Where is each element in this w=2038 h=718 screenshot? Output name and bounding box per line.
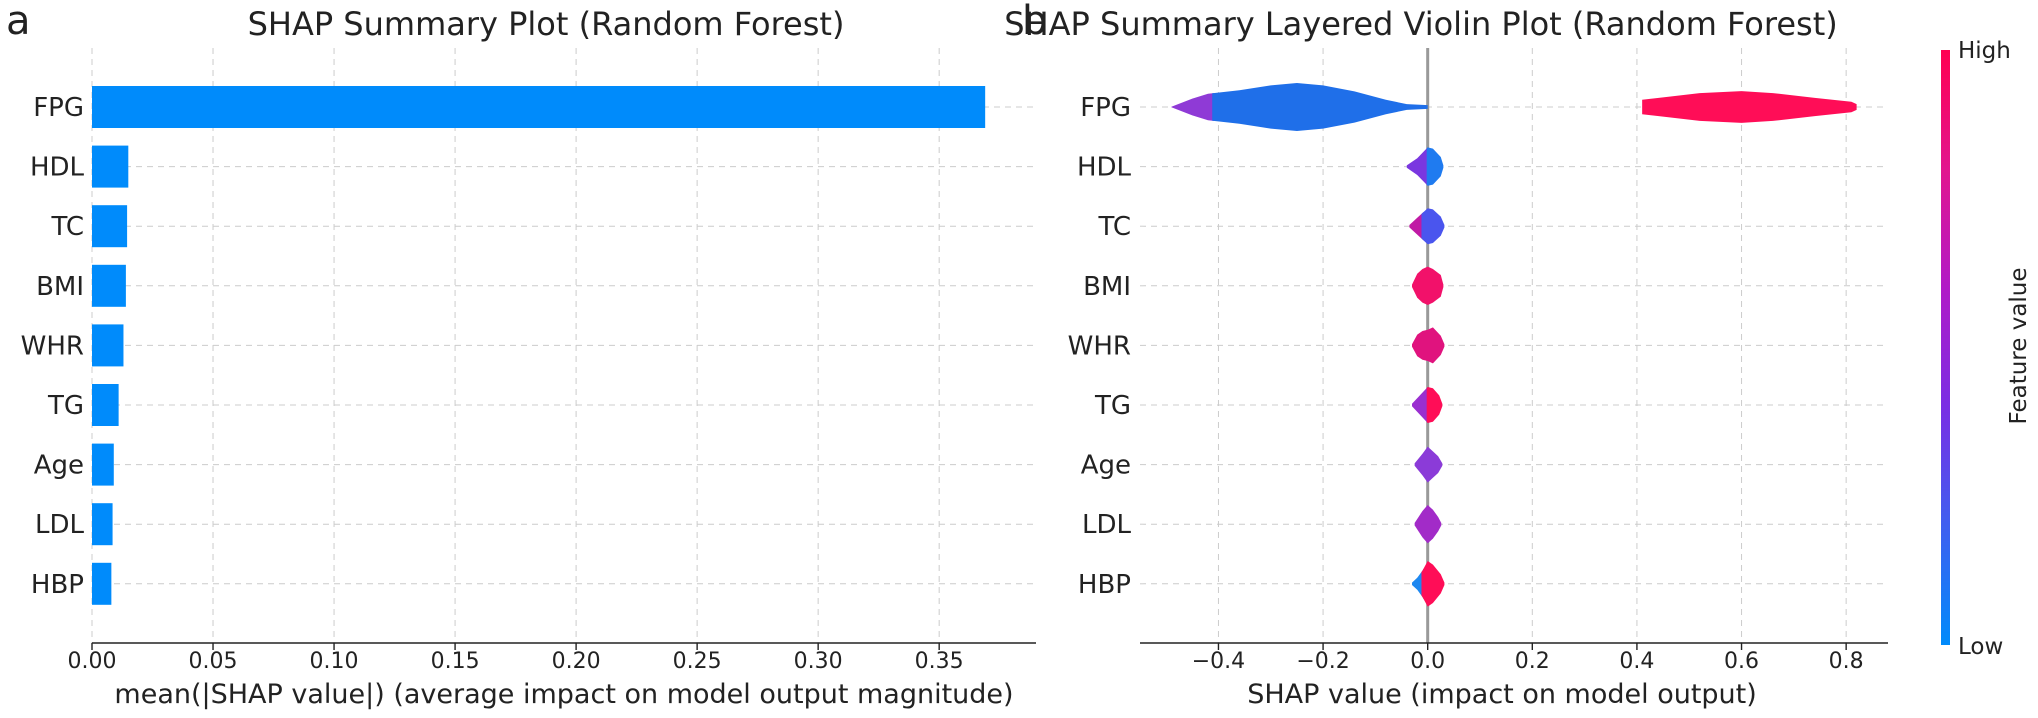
x-tick-label: 0.8 [1829,649,1864,674]
bar-fpg [92,86,986,128]
bar-tc [92,205,128,248]
panel-a-feature-labels: FPG HDL TC BMI WHR TG Age LDL HBP [21,93,85,600]
panel-a-grid [91,48,1036,643]
x-tick-label: 0.05 [189,649,238,674]
feature-label: HBP [1078,570,1131,600]
panel-a: a SHAP Summary Plot (Random Forest) FPG H… [6,0,1036,710]
panel-b-title: SHAP Summary Layered Violin Plot (Random… [1004,5,1837,43]
violin-segment [1409,208,1424,245]
feature-label: Age [1081,451,1131,481]
violin-bmi [1412,266,1444,305]
panel-a-letter: a [6,0,31,44]
x-tick-label: 0.20 [552,649,601,674]
feature-label: BMI [1083,272,1131,302]
feature-label: TG [47,391,84,421]
feature-label: WHR [1068,331,1131,361]
panel-b-letter: b [1022,0,1047,44]
panel-b-x-axis-label: SHAP value (impact on model output) [1247,679,1757,710]
bar-hbp [92,562,112,605]
panel-a-title: SHAP Summary Plot (Random Forest) [248,5,845,43]
x-tick-label: 0.35 [915,649,964,674]
violin-segment [1642,91,1857,123]
violin-segment [1406,147,1429,186]
feature-label: HBP [31,570,84,600]
panel-b-grid [1140,48,1888,643]
violin-segment [1421,561,1445,607]
feature-label: Age [34,451,84,481]
violin-fpg [1171,83,1428,131]
colorbar-high-label: High [1958,38,2011,64]
feature-label: FPG [1080,93,1131,123]
panel-b-feature-labels: FPG HDL TC BMI WHR TG Age LDL HBP [1068,93,1132,600]
x-tick-label: 0.4 [1619,649,1654,674]
bar-age [92,443,114,486]
panel-a-x-ticks: 0.00 0.05 0.10 0.15 0.20 0.25 0.30 0.35 [68,643,964,674]
feature-label: HDL [30,153,85,183]
violin-segment [1414,505,1442,544]
violin-hdl [1406,147,1444,186]
x-tick-label: 0.30 [794,649,843,674]
bar-whr [92,324,124,367]
panel-b-x-ticks: −0.4 −0.2 0.0 0.2 0.4 0.6 0.8 [1192,643,1864,674]
violin-segment [1171,83,1215,131]
violin-ldl [1414,505,1442,544]
feature-label: TG [1094,391,1131,421]
violin-segment [1412,561,1424,607]
x-tick-label: 0.15 [431,649,480,674]
feature-label: TC [50,212,84,242]
violin-segment [1412,266,1444,305]
x-tick-label: −0.4 [1192,649,1245,674]
violin-segment [1426,387,1443,423]
violin-segment [1212,83,1428,131]
panel-a-x-axis-label: mean(|SHAP value|) (average impact on mo… [114,679,1013,710]
x-tick-label: 0.6 [1724,649,1759,674]
feature-label: LDL [35,510,85,540]
bar-bmi [92,264,126,307]
violin-segment [1421,208,1445,245]
x-tick-label: 0.0 [1410,649,1445,674]
feature-label: HDL [1077,153,1132,183]
violin-segment [1426,147,1444,186]
x-tick-label: −0.2 [1296,649,1349,674]
x-tick-label: 0.25 [673,649,722,674]
colorbar-low-label: Low [1958,634,2003,660]
x-tick-label: 0.00 [68,649,117,674]
feature-label: BMI [36,272,84,302]
panel-b: b SHAP Summary Layered Violin Plot (Rand… [1004,0,2032,710]
panel-a-bars [92,86,986,605]
x-tick-label: 0.2 [1515,649,1550,674]
violin-fpg [1642,91,1857,123]
feature-label: WHR [21,331,84,361]
bar-hdl [92,145,129,188]
feature-label: FPG [33,93,84,123]
x-tick-label: 0.10 [310,649,359,674]
bar-tg [92,384,119,426]
violin-hbp [1412,561,1445,607]
violin-segment [1412,387,1429,423]
bar-ldl [92,503,113,546]
colorbar-title: Feature value [2006,267,2032,424]
colorbar [1941,50,1950,645]
feature-label: LDL [1082,510,1132,540]
feature-label: TC [1097,212,1131,242]
